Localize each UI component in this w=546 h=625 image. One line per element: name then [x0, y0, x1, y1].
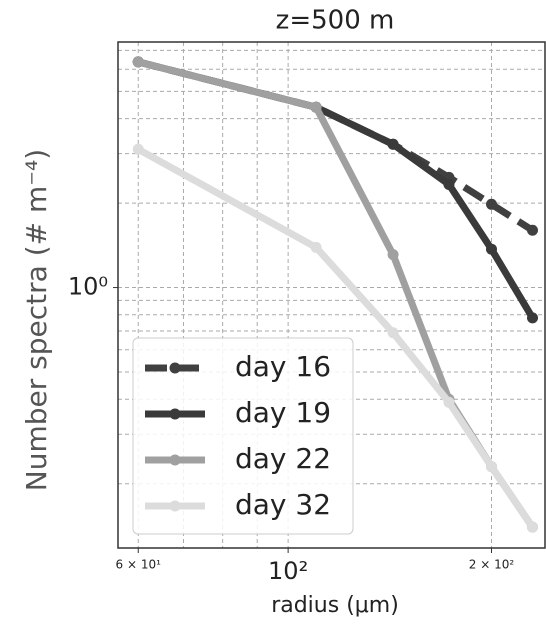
point: [486, 461, 498, 473]
point: [310, 101, 322, 113]
point: [527, 521, 539, 533]
point: [132, 56, 144, 68]
x-axis-label: radius (μm): [271, 593, 399, 618]
point: [387, 327, 399, 339]
x-tick-label: 6 × 10¹: [116, 558, 162, 572]
point: [527, 224, 539, 236]
point: [486, 243, 498, 255]
y-tick-label: 10⁰: [68, 273, 108, 301]
point: [310, 241, 322, 253]
point: [486, 198, 498, 210]
legend-marker: [169, 408, 181, 420]
series-line: [136, 146, 536, 530]
legend-label: day 19: [235, 396, 331, 429]
x-tick-label: 10²: [268, 557, 308, 585]
chart-title: z=500 m: [276, 6, 395, 36]
x-tick-label: 2 × 10²: [469, 558, 515, 572]
y-axis-label: Number spectra (# m⁻⁴): [20, 149, 53, 491]
point: [527, 312, 539, 324]
legend-label: day 16: [235, 350, 331, 383]
point: [443, 396, 455, 408]
legend-marker: [169, 500, 181, 512]
point: [387, 138, 399, 150]
legend-marker: [169, 362, 181, 374]
plot-frame: [117, 41, 546, 549]
legend-marker: [169, 454, 181, 466]
point: [132, 143, 144, 155]
point: [387, 249, 399, 261]
point: [443, 178, 455, 190]
legend-label: day 22: [235, 442, 331, 475]
legend-label: day 32: [235, 488, 331, 521]
legend-box: [132, 337, 354, 535]
